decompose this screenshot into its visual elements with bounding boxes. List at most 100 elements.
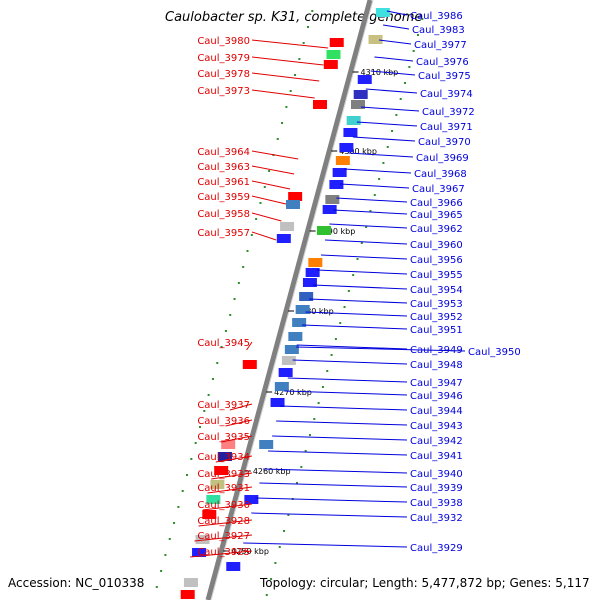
gene-label-forward: Caul_3927 [197,531,250,542]
gene-box-forward [286,200,300,209]
track-dot-left [224,330,227,332]
track-dot-right [399,98,402,100]
leader-line-forward [251,72,320,82]
track-dot-right [352,274,355,276]
track-dot-right [378,178,381,180]
track-dot-right [308,434,311,436]
track-dot-left [237,282,240,284]
track-dot-left [298,58,301,60]
leader-line-forward [221,435,253,443]
leader-line-forward [251,39,329,49]
leader-line-reverse [276,420,408,426]
gene-label-reverse: Caul_3966 [410,198,463,209]
gene-label-forward: Caul_3930 [197,500,250,511]
gene-label-reverse: Caul_3960 [410,240,463,251]
gene-box-reverse [368,35,383,44]
track-dot-right [278,546,281,548]
gene-label-forward: Caul_3979 [197,53,250,64]
gene-label-reverse: Caul_3976 [416,57,469,68]
leader-line-forward [207,486,253,494]
gene-label-reverse: Caul_3955 [410,270,463,281]
gene-label-reverse: Caul_3971 [420,122,473,133]
gene-box-reverse [335,156,350,165]
gene-label-forward: Caul_3937 [197,400,250,411]
track-dot-right [326,370,329,372]
gene-box-forward [221,440,236,449]
gene-label-reverse: Caul_3947 [410,378,463,389]
leader-line-reverse [296,346,466,352]
gene-label-reverse: Caul_3953 [410,299,463,310]
gene-box-reverse [244,495,259,504]
track-dot-left [306,26,309,28]
gene-label-reverse: Caul_3952 [410,312,463,323]
leader-line-forward [251,212,282,222]
track-dot-left [259,202,262,204]
gene-box-reverse [339,143,354,152]
track-dot-left [211,378,214,380]
track-dot-right [317,402,320,404]
track-dot-right [330,354,333,356]
gene-label-reverse: Caul_3977 [414,40,467,51]
gene-box-forward [183,578,198,587]
leader-line-reverse [263,468,408,474]
track-dot-left [216,362,219,364]
track-dot-right [412,50,415,52]
track-dot-right [265,594,268,596]
leader-line-forward [251,150,299,160]
gene-box-reverse [343,128,358,137]
track-dot-left [233,298,236,300]
gene-label-forward: Caul_3934 [197,452,250,463]
leader-line-reverse [383,24,410,30]
leader-line-reverse [320,254,408,260]
track-dot-left [268,170,271,172]
track-dot-left [285,106,288,108]
leader-line-forward [246,341,253,351]
kbp-label: 4300 kbp [339,147,377,156]
kbp-label: 4310 kbp [361,68,399,77]
track-dot-left [198,426,201,428]
leader-line-reverse [312,284,408,290]
gene-box-forward [313,100,327,109]
leader-line-forward [251,89,315,99]
leader-line-reverse [268,450,408,456]
leader-line-reverse [365,88,418,94]
gene-box-reverse [302,278,317,287]
gene-label-reverse: Caul_3975 [418,71,471,82]
track-dot-right [408,66,411,68]
track-dot-right [404,82,407,84]
track-dot-left [255,218,258,220]
leader-line-reverse [325,239,408,245]
track-dot-left [246,250,249,252]
gene-label-forward: Caul_3964 [197,147,250,158]
track-dot-left [207,394,210,396]
gene-box-reverse [259,440,274,449]
gene-label-reverse: Caul_3950 [468,347,521,358]
track-dot-left [190,458,193,460]
track-dot-right [296,482,299,484]
gene-label-reverse: Caul_3954 [410,285,463,296]
gene-label-reverse: Caul_3983 [412,25,465,36]
gene-box-reverse [325,195,340,204]
gene-box-reverse [281,356,296,365]
track-dot-right [283,530,286,532]
gene-label-reverse: Caul_3974 [420,89,473,100]
gene-box-reverse [308,258,323,267]
track-dot-left [250,234,253,236]
gene-box-reverse [274,382,289,391]
gene-box-reverse [292,318,307,327]
gene-label-forward: Caul_3928 [197,516,250,527]
track-dot-left [220,346,223,348]
track-dot-right [382,162,385,164]
leader-line-reverse [336,197,408,203]
gene-label-forward: Caul_3933 [197,469,250,480]
track-dot-right [343,306,346,308]
track-dot-left [194,442,197,444]
leader-line-reverse [386,10,408,16]
leader-line-reverse [352,136,416,142]
track-dot-left [302,42,305,44]
gene-label-forward: Caul_3945 [197,338,250,349]
track-dot-right [386,146,389,148]
track-dot-right [395,114,398,116]
gene-label-reverse: Caul_3968 [414,169,467,180]
leader-line-reverse [316,269,408,275]
